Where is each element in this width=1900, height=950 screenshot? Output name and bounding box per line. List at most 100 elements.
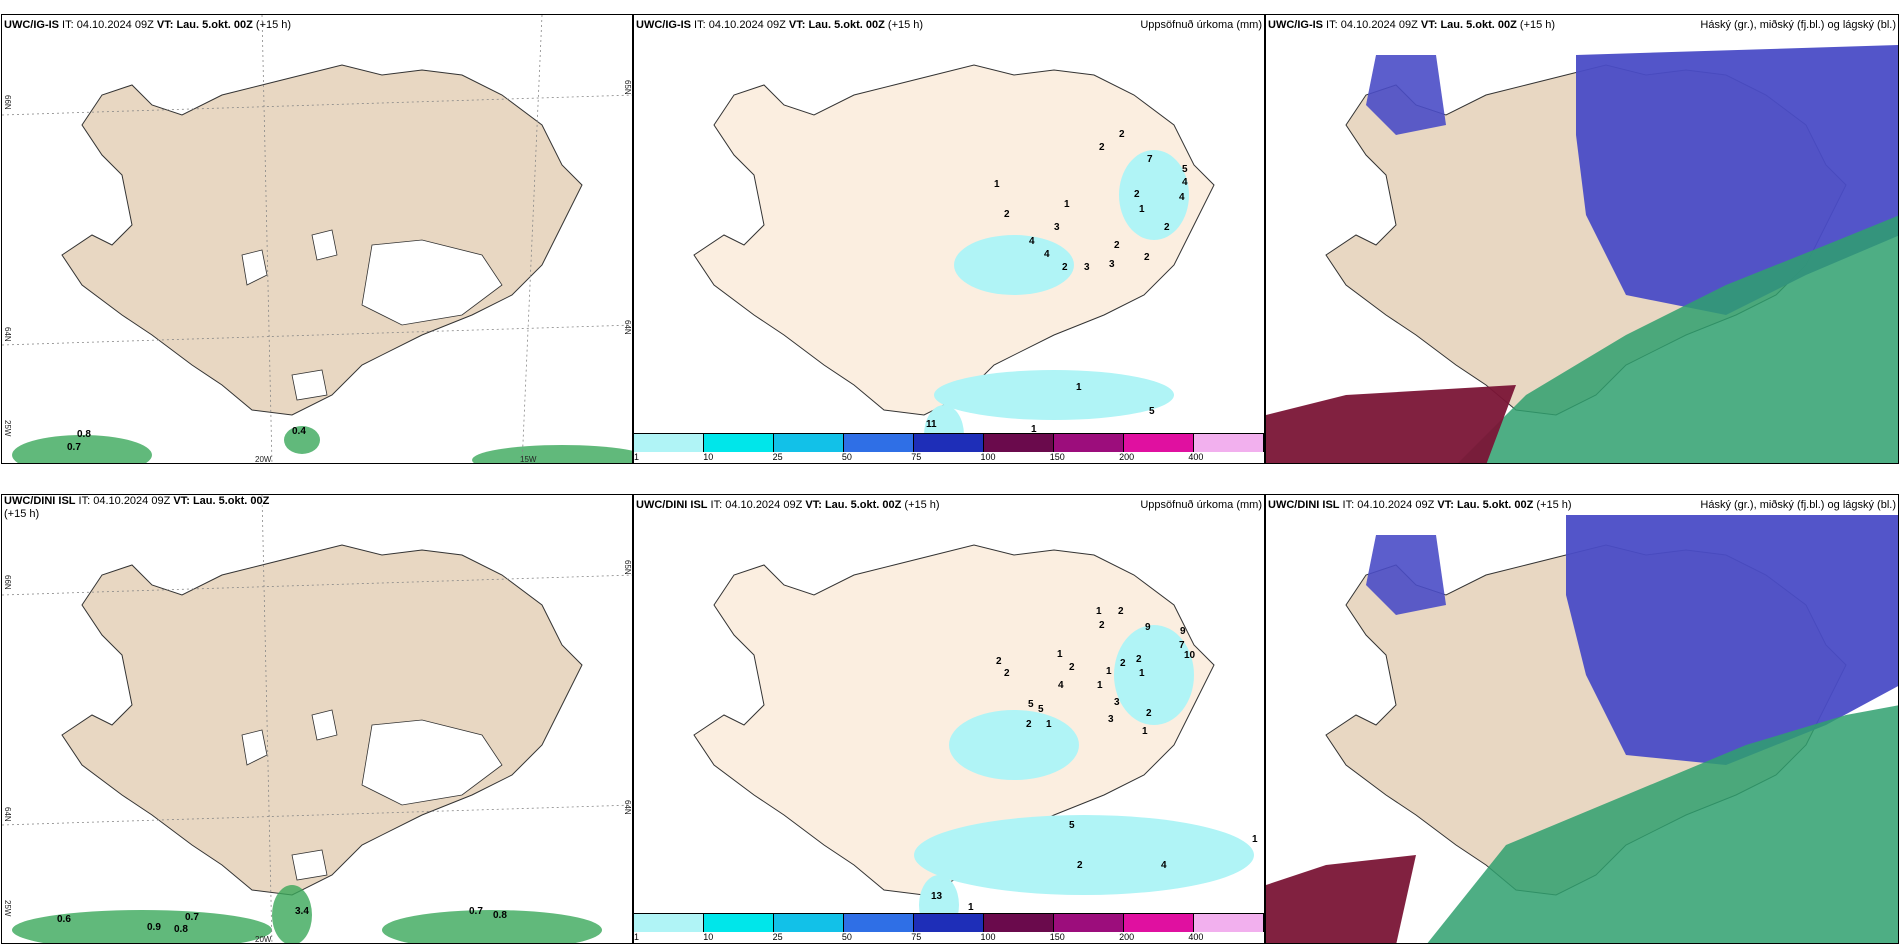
lon-line-20	[261, 495, 273, 943]
precip-value: 3	[1114, 697, 1120, 708]
precip-green	[12, 426, 632, 463]
lat-tick-64n-right: 64N	[623, 800, 632, 815]
lon-tick-20w: 20W	[255, 455, 272, 464]
precip-value: 5	[1038, 704, 1044, 715]
panel-header: UWC/DINI ISL IT: 04.10.2024 09Z VT: Lau.…	[4, 495, 284, 521]
lead-time: (+15 h)	[884, 19, 924, 31]
model-name: UWC/IG-IS	[1268, 19, 1323, 31]
map-title: Háský (gr.), miðský (fj.bl.) og lágský (…	[1700, 19, 1896, 31]
vt-label: VT:	[153, 19, 177, 31]
map-title: Háský (gr.), miðský (fj.bl.) og lágský (…	[1700, 499, 1896, 511]
precip-value: 2	[1136, 654, 1142, 665]
vt-label: VT:	[1417, 19, 1441, 31]
precip-value: 11	[926, 419, 937, 430]
precip-value: 2	[1118, 606, 1124, 617]
graticule	[2, 495, 632, 943]
precip-se	[472, 445, 632, 463]
glacier-myrdalsjokull	[291, 369, 328, 401]
precip-value: 3	[1084, 262, 1090, 273]
precip-value: 1	[1142, 726, 1148, 737]
lead-time: (+15 h)	[252, 19, 292, 31]
precip-value: 2	[1099, 620, 1105, 631]
cb-swatch	[844, 914, 914, 932]
cb-swatch	[774, 914, 844, 932]
precip-value: 7	[1147, 154, 1153, 165]
glacier-langjokull	[241, 249, 268, 286]
init-time: 04.10.2024 09Z	[1357, 499, 1435, 511]
lon-tick-25w: 25W	[3, 420, 12, 437]
init-time: 04.10.2024 09Z	[708, 19, 786, 31]
vt-label: VT:	[802, 499, 825, 511]
precip-value: 2	[1026, 719, 1032, 730]
lon-tick-20w: 20W	[255, 935, 272, 944]
cb-label: 50	[841, 932, 852, 942]
precip-value: 0.7	[67, 442, 81, 453]
precip-value: 2	[996, 656, 1002, 667]
colorbar-swatches	[634, 433, 1264, 452]
precip-value: 0.7	[469, 906, 483, 917]
precip-value: 2	[1114, 240, 1120, 251]
cb-swatch	[774, 434, 844, 452]
panel-header: UWC/IG-IS IT: 04.10.2024 09Z VT: Lau. 5.…	[1268, 19, 1896, 32]
precip-value: 9	[1180, 626, 1186, 637]
high-cloud-band	[1458, 215, 1898, 463]
lat-line-64	[2, 804, 632, 826]
precip-colorbar: 1 10 25 50 75 100 150 200 400	[634, 433, 1264, 463]
lat-line-66	[2, 94, 632, 116]
colorbar-swatches	[634, 913, 1264, 932]
precip-value: 1	[1139, 668, 1145, 679]
cb-swatch	[634, 434, 704, 452]
precip-value: 2	[1004, 209, 1010, 220]
mid-cloud-area	[1566, 515, 1898, 765]
map-wind-bottom	[2, 495, 632, 943]
lat-tick-64n-right: 64N	[623, 320, 632, 335]
mid-cloud-northwest	[1366, 55, 1446, 135]
precip-value: 2	[1146, 708, 1152, 719]
precip-value: 5	[1182, 164, 1188, 175]
panel-header: UWC/DINI ISL IT: 04.10.2024 09Z VT: Lau.…	[1268, 499, 1896, 512]
panel-dini-precip: UWC/DINI ISL IT: 04.10.2024 09Z VT: Lau.…	[633, 494, 1265, 944]
init-time: 04.10.2024 09Z	[725, 499, 803, 511]
precip-value: 3.4	[295, 906, 309, 917]
model-name: UWC/DINI ISL	[636, 499, 708, 511]
cb-swatch	[1194, 914, 1264, 932]
cb-label: 10	[703, 932, 714, 942]
precip-value: 1	[1097, 680, 1103, 691]
precip-value: 0.8	[77, 429, 91, 440]
precip-value: 1	[1046, 719, 1052, 730]
cb-label: 75	[911, 932, 922, 942]
cb-swatch	[844, 434, 914, 452]
map-precip-bottom	[693, 544, 1254, 935]
precip-value: 4	[1044, 249, 1050, 260]
cb-swatch	[1054, 434, 1124, 452]
precip-value: 0.8	[174, 924, 188, 935]
precip-south	[914, 815, 1254, 895]
precip-value: 1	[1106, 666, 1112, 677]
map-clouds-bottom	[1266, 515, 1898, 943]
glacier-vatnajokull	[361, 239, 503, 326]
low-cloud-area	[1266, 385, 1516, 463]
precip-value: 1	[1139, 204, 1145, 215]
it-label: IT:	[1339, 499, 1358, 511]
valid-time: Lau. 5.okt. 00Z	[1456, 499, 1534, 511]
cb-label: 400	[1188, 932, 1204, 942]
precip-center	[954, 235, 1074, 295]
precip-value: 1	[1064, 199, 1070, 210]
precip-value: 10	[1184, 650, 1196, 661]
high-cloud-band	[1427, 705, 1898, 943]
precip-value: 3	[1108, 714, 1114, 725]
precip-value: 2	[1144, 252, 1150, 263]
precip-value: 2	[1134, 189, 1140, 200]
lead-time: (+15 h)	[1516, 19, 1556, 31]
map-clouds-top	[1266, 45, 1898, 463]
init-time: 04.10.2024 09Z	[1340, 19, 1418, 31]
cb-swatch	[984, 434, 1054, 452]
cb-swatch	[704, 434, 774, 452]
precip-cyan	[924, 150, 1189, 463]
map-precip-top	[693, 64, 1215, 463]
precip-value: 0.8	[493, 910, 507, 921]
lon-tick-15w: 15W	[520, 455, 537, 464]
cb-label: 200	[1119, 452, 1135, 462]
vt-label: VT:	[170, 495, 193, 507]
lat-tick-64n: 64N	[3, 327, 12, 342]
